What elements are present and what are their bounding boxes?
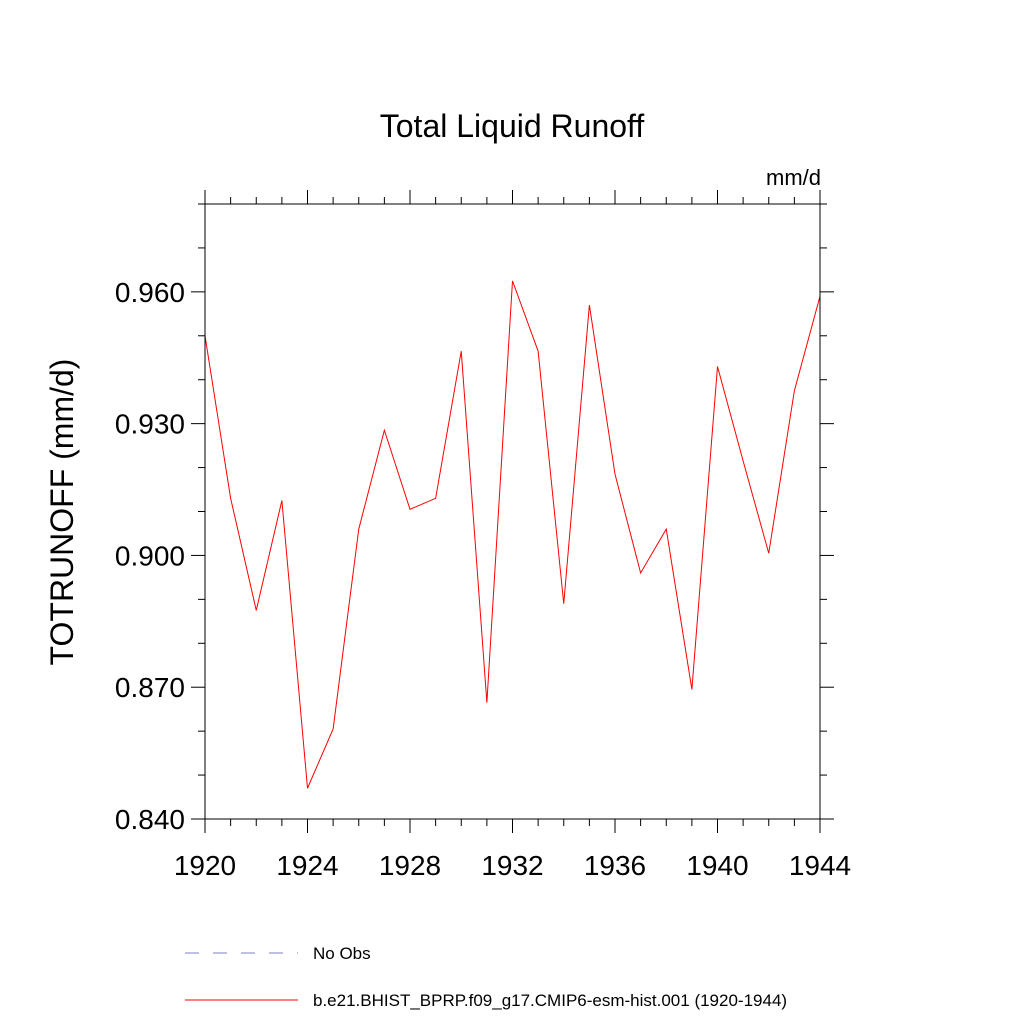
legend-label: No Obs: [313, 944, 371, 963]
y-tick-label: 0.960: [115, 277, 185, 308]
y-tick-label: 0.900: [115, 540, 185, 571]
x-tick-label: 1940: [686, 850, 748, 881]
x-tick-label: 1924: [276, 850, 338, 881]
y-tick-label: 0.840: [115, 804, 185, 835]
plot-area: [204, 280, 821, 789]
legend: No Obs b.e21.BHIST_BPRP.f09_g17.CMIP6-esm…: [185, 944, 787, 1010]
legend-label: b.e21.BHIST_BPRP.f09_g17.CMIP6-esm-hist.…: [313, 991, 787, 1010]
x-tick-label: 1928: [379, 850, 441, 881]
series-line: [204, 280, 821, 789]
x-tick-label: 1920: [174, 850, 236, 881]
units-label: mm/d: [766, 165, 821, 190]
x-tick-label: 1944: [789, 850, 851, 881]
chart-title: Total Liquid Runoff: [380, 108, 645, 144]
y-tick-label: 0.870: [115, 672, 185, 703]
plot-frame: [204, 203, 821, 820]
y-tick-label: 0.930: [115, 409, 185, 440]
axes: 0.840 0.870 0.900 0.930 0.960 1920 1924 1928 193…: [115, 190, 851, 881]
x-tick-label: 1936: [584, 850, 646, 881]
y-axis-label: TOTRUNOFF (mm/d): [44, 359, 80, 666]
x-tick-label: 1932: [481, 850, 543, 881]
